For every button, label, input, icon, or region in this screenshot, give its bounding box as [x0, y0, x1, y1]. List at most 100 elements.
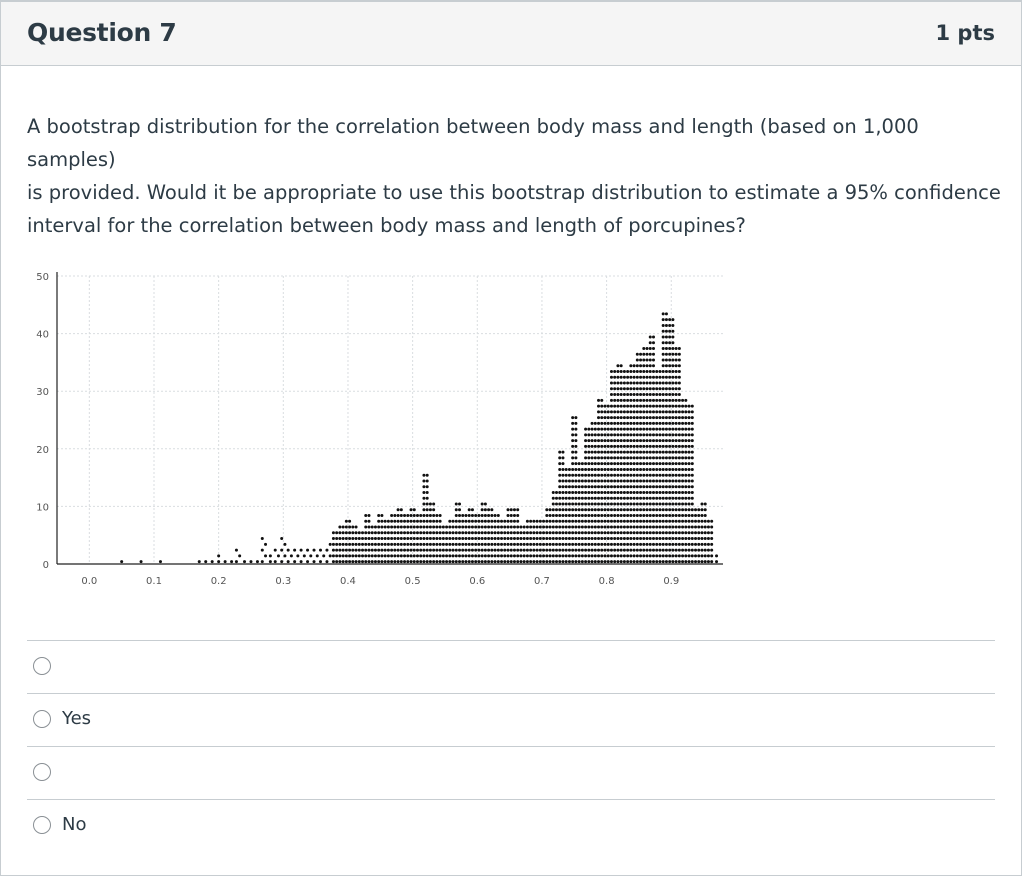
dot [658, 416, 662, 420]
dot [619, 462, 623, 466]
dot [380, 519, 384, 523]
dot [490, 537, 494, 541]
dot [587, 502, 591, 506]
dot [399, 531, 403, 535]
dot [664, 427, 668, 431]
dot [561, 560, 565, 564]
dot [500, 519, 504, 523]
dot [590, 490, 594, 494]
dot [364, 548, 368, 552]
answer-option-yes[interactable]: Yes [27, 693, 995, 746]
dot [464, 537, 468, 541]
dot [700, 525, 704, 529]
dot [535, 548, 539, 552]
dot [664, 548, 668, 552]
dot [567, 514, 571, 518]
answer-option-1[interactable] [27, 640, 995, 693]
dot [403, 554, 407, 558]
dot [451, 537, 455, 541]
dot [664, 341, 668, 345]
dot [584, 485, 588, 489]
dot [681, 496, 685, 500]
dot [312, 548, 316, 552]
dot [555, 502, 558, 506]
dot [367, 519, 371, 523]
dot [422, 560, 426, 564]
dot [661, 323, 665, 327]
dot [551, 496, 555, 500]
dot [703, 525, 707, 529]
dot [454, 525, 458, 529]
answer-radio-no[interactable] [33, 816, 51, 834]
dot [635, 421, 639, 425]
dot [648, 335, 652, 339]
dot [681, 548, 685, 552]
dot [493, 548, 497, 552]
dot [632, 370, 636, 374]
dot [461, 548, 465, 552]
answer-radio-1[interactable] [33, 657, 51, 675]
dot [373, 537, 377, 541]
dot [700, 502, 704, 506]
dot [632, 393, 636, 397]
dot [639, 444, 643, 448]
dot [635, 410, 639, 414]
dot [503, 537, 507, 541]
answer-radio-yes[interactable] [33, 710, 51, 728]
dot [567, 508, 571, 512]
dot [425, 496, 429, 500]
dot [658, 537, 662, 541]
dot [603, 554, 607, 558]
dot [687, 444, 691, 448]
dot [464, 519, 468, 523]
dot [458, 508, 462, 512]
dot [606, 410, 610, 414]
dot [338, 531, 342, 535]
answer-option-no[interactable]: No [27, 799, 995, 852]
dot [632, 508, 636, 512]
dot [458, 537, 462, 541]
answer-option-3[interactable] [27, 746, 995, 799]
dot [367, 531, 371, 535]
dot [555, 554, 558, 558]
dot [412, 548, 416, 552]
dot [415, 519, 419, 523]
dot [386, 537, 390, 541]
answer-radio-3[interactable] [33, 763, 51, 781]
dot [561, 548, 565, 552]
dot [532, 525, 536, 529]
dot [548, 548, 552, 552]
dot [580, 542, 584, 546]
dot [603, 433, 607, 437]
dot [635, 370, 639, 374]
dot [616, 444, 620, 448]
dot [629, 375, 633, 379]
dot [567, 502, 571, 506]
dot [522, 525, 526, 529]
dot [525, 554, 529, 558]
dot [564, 508, 568, 512]
dot [677, 416, 681, 420]
dot [606, 490, 610, 494]
dot [609, 502, 613, 506]
dot [697, 508, 701, 512]
dot [635, 427, 639, 431]
dot [687, 467, 691, 471]
dot [645, 542, 649, 546]
dot [393, 531, 397, 535]
dot [580, 548, 584, 552]
dot [538, 537, 542, 541]
dot [555, 525, 558, 529]
dot [661, 502, 665, 506]
dot [626, 393, 630, 397]
dot [545, 531, 549, 535]
dot [668, 323, 672, 327]
dot [694, 508, 698, 512]
dot [571, 542, 575, 546]
dot [609, 450, 613, 454]
dot [622, 496, 626, 500]
dot [622, 542, 626, 546]
dot [348, 548, 352, 552]
dot [373, 542, 377, 546]
dot [658, 473, 662, 477]
